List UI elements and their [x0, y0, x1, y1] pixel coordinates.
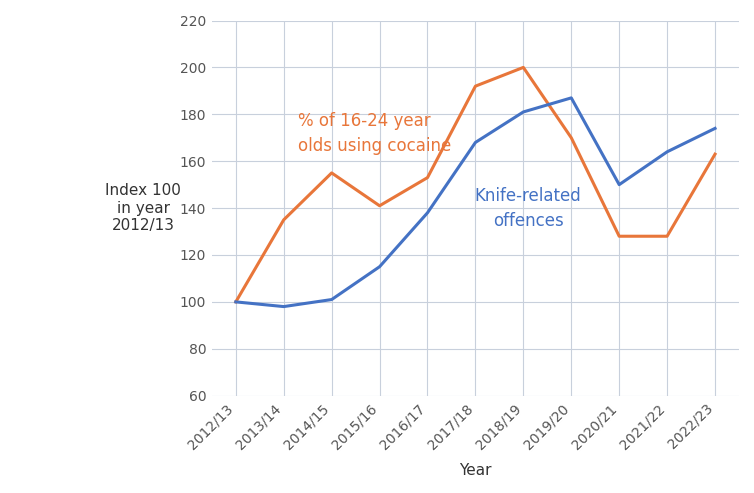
- Text: % of 16-24 year
olds using cocaine: % of 16-24 year olds using cocaine: [298, 111, 452, 155]
- Text: Index 100
in year
2012/13: Index 100 in year 2012/13: [106, 183, 181, 233]
- X-axis label: Year: Year: [459, 463, 492, 478]
- Text: Knife-related
offences: Knife-related offences: [475, 186, 581, 230]
